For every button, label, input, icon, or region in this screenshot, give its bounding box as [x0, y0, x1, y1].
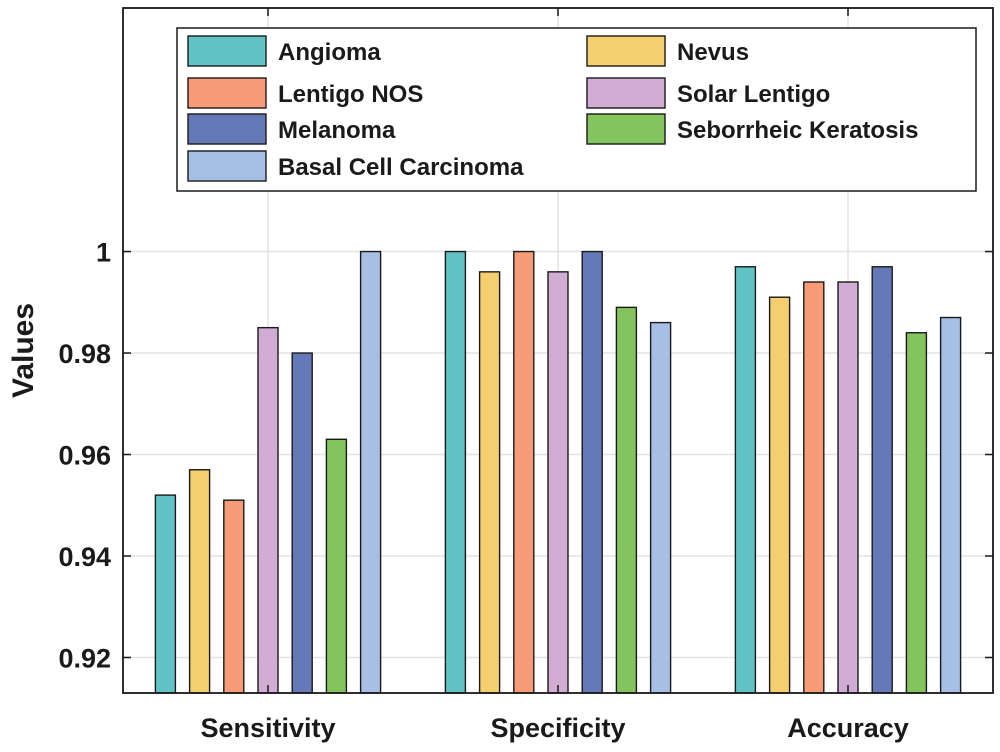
x-tick-label: Sensitivity [200, 713, 335, 743]
legend-swatch-angioma [187, 35, 267, 67]
legend-label-solar-lentigo: Solar Lentigo [677, 81, 830, 108]
bars [154, 250, 962, 694]
bar-basal-cell-carcinoma-sensitivity [359, 250, 382, 694]
legend-label-melanoma: Melanoma [278, 117, 396, 144]
x-axis-ticks: Sensitivity Specificity Accuracy [200, 8, 909, 743]
legend-swatch-melanoma [187, 113, 267, 145]
bar-lentigo-nos-sensitivity [223, 499, 245, 694]
legend-label-basal-cell-carcinoma: Basal Cell Carcinoma [278, 154, 524, 181]
y-tick-label: 1 [96, 238, 111, 268]
bar-nevus-accuracy [768, 296, 791, 694]
bar-melanoma-specificity [581, 250, 603, 694]
legend-swatch-lentigo-nos [187, 77, 267, 109]
x-tick-label: Accuracy [787, 713, 909, 743]
bar-seborrheic-keratosis-sensitivity [325, 438, 348, 694]
bar-lentigo-nos-accuracy [803, 281, 825, 694]
legend-swatch-nevus [586, 35, 666, 67]
bar-angioma-sensitivity [154, 494, 177, 694]
bar-angioma-accuracy [734, 266, 757, 694]
y-axis-ticks: 0.92 0.94 0.96 0.98 1 [58, 238, 993, 673]
bar-seborrheic-keratosis-accuracy [905, 332, 928, 694]
bar-melanoma-accuracy [871, 266, 893, 694]
bar-solar-lentigo-sensitivity [257, 326, 279, 694]
bar-melanoma-sensitivity [291, 352, 313, 694]
bar-angioma-specificity [444, 250, 467, 694]
bar-seborrheic-keratosis-specificity [615, 306, 638, 694]
legend-label-lentigo-nos: Lentigo NOS [278, 81, 423, 108]
bar-nevus-specificity [478, 271, 501, 694]
legend: Angioma Nevus Lentigo NOS Solar Lentigo Mela… [176, 27, 977, 192]
y-tick-label: 0.96 [58, 441, 111, 471]
legend-label-angioma: Angioma [278, 39, 381, 66]
x-tick-label: Specificity [490, 713, 625, 743]
bar-nevus-sensitivity [188, 469, 211, 694]
legend-box [176, 27, 977, 192]
y-tick-label: 0.94 [58, 542, 111, 572]
legend-label-seborrheic-keratosis: Seborrheic Keratosis [677, 117, 918, 144]
legend-label-nevus: Nevus [677, 39, 749, 66]
bar-basal-cell-carcinoma-specificity [649, 321, 672, 694]
legend-swatch-seborrheic-keratosis [586, 113, 666, 145]
y-tick-label: 0.98 [58, 339, 111, 369]
bar-basal-cell-carcinoma-accuracy [939, 316, 962, 694]
bar-lentigo-nos-specificity [513, 250, 535, 694]
bar-solar-lentigo-accuracy [837, 281, 859, 694]
y-tick-label: 0.92 [58, 643, 111, 673]
bar-solar-lentigo-specificity [547, 271, 569, 694]
y-axis-label: Values [7, 303, 40, 398]
legend-swatch-solar-lentigo [586, 77, 666, 109]
legend-swatch-basal-cell-carcinoma [187, 150, 267, 182]
